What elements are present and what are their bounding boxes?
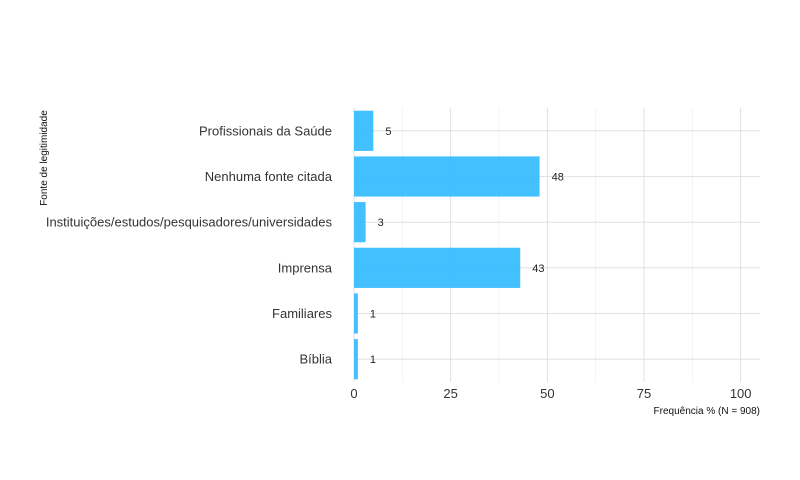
bar <box>354 247 521 288</box>
data-label: 43 <box>532 263 544 275</box>
data-labels: 5 48 3 43 1 1 <box>370 126 564 366</box>
bar <box>354 110 374 151</box>
category-labels: Profissionais da Saúde Nenhuma fonte cita… <box>46 123 333 366</box>
y-axis-title: Fonte de legitimidade <box>39 110 50 206</box>
bar <box>354 339 358 380</box>
bars <box>354 110 540 380</box>
bar <box>354 156 540 197</box>
data-label: 48 <box>552 172 564 184</box>
x-tick-label: 75 <box>637 386 651 401</box>
x-tick-label: 0 <box>350 386 357 401</box>
x-tick-label: 50 <box>540 386 554 401</box>
x-tick-label: 100 <box>730 386 752 401</box>
data-label: 3 <box>378 217 384 229</box>
data-label: 5 <box>385 126 391 138</box>
x-axis-title: Frequência % (N = 908) <box>654 406 760 417</box>
x-tick-labels: 0 25 50 75 100 <box>350 386 751 401</box>
category-label: Imprensa <box>278 260 333 275</box>
data-label: 1 <box>370 354 376 366</box>
data-label: 1 <box>370 309 376 321</box>
category-label: Familiares <box>272 306 332 321</box>
category-label: Profissionais da Saúde <box>199 123 332 138</box>
bar <box>354 202 366 243</box>
x-tick-label: 25 <box>443 386 457 401</box>
category-label: Nenhuma fonte citada <box>205 169 333 184</box>
category-label: Instituições/estudos/pesquisadores/unive… <box>46 215 333 230</box>
bar <box>354 293 358 334</box>
grid <box>353 108 760 382</box>
category-label: Bíblia <box>299 352 332 367</box>
